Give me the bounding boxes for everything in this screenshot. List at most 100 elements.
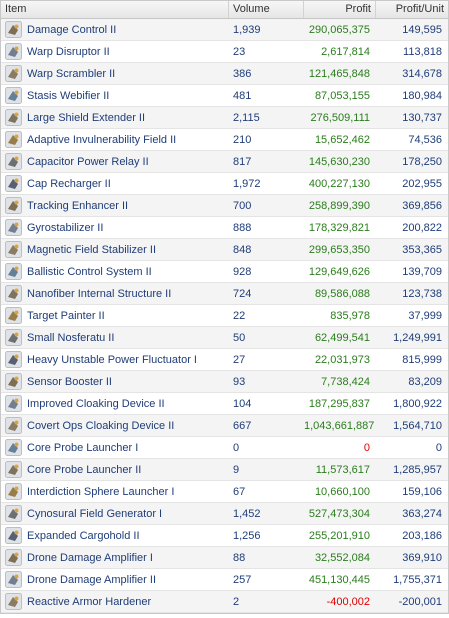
table-row[interactable]: Drone Damage Amplifier II 257 451,130,445 1… [1,569,448,591]
item-name-link[interactable]: Nanofiber Internal Structure II [27,287,172,300]
item-cell: Tracking Enhancer II [1,197,229,214]
volume-cell: 2 [233,595,240,608]
table-row[interactable]: Stasis Webifier II 481 87,053,155 180,984 [1,85,448,107]
item-name-link[interactable]: Gyrostabilizer II [27,221,104,234]
table-row[interactable]: Small Nosferatu II 50 62,499,541 1,249,991 [1,327,448,349]
table-row[interactable]: Tracking Enhancer II 700 258,899,390 369,85… [1,195,448,217]
item-name-link[interactable]: Damage Control II [27,23,117,36]
table-row[interactable]: Core Probe Launcher I 0 0 0 [1,437,448,459]
column-header-profit[interactable]: Profit [304,1,376,18]
table-row[interactable]: Ballistic Control System II 928 129,649,62… [1,261,448,283]
item-name-link[interactable]: Ballistic Control System II [27,265,152,278]
item-cell: Capacitor Power Relay II [1,153,229,170]
item-name-link[interactable]: Magnetic Field Stabilizer II [27,243,156,256]
profit-unit-cell: 83,209 [408,375,442,388]
profit-unit-cell: 203,186 [402,529,442,542]
table-row[interactable]: Drone Damage Amplifier I 88 32,552,084 369,… [1,547,448,569]
item-name-link[interactable]: Warp Disruptor II [27,45,110,58]
armor-hardener-icon [5,593,22,610]
table-row[interactable]: Large Shield Extender II 2,115 276,509,111… [1,107,448,129]
profit-unit-cell: 113,818 [403,45,442,58]
column-header-item[interactable]: Item [1,1,229,18]
profit-unit-cell: 363,274 [402,507,442,520]
table-row[interactable]: Warp Disruptor II 23 2,617,814 113,818 [1,41,448,63]
table-row[interactable]: Capacitor Power Relay II 817 145,630,230 17… [1,151,448,173]
ballistic-control-icon [5,263,22,280]
power-relay-icon [5,153,22,170]
table-row[interactable]: Target Painter II 22 835,978 37,999 [1,305,448,327]
gyrostabilizer-icon [5,219,22,236]
profit-unit-cell: 1,249,991 [393,331,442,344]
table-row[interactable]: Adaptive Invulnerability Field II 210 15,6… [1,129,448,151]
item-name-link[interactable]: Improved Cloaking Device II [27,397,165,410]
table-row[interactable]: Gyrostabilizer II 888 178,329,821 200,822 [1,217,448,239]
volume-cell: 50 [233,331,246,344]
profit-unit-cell: 1,755,371 [393,573,442,586]
item-name-link[interactable]: Expanded Cargohold II [27,529,140,542]
table-row[interactable]: Damage Control II 1,939 290,065,375 149,595 [1,19,448,41]
table-row[interactable]: Sensor Booster II 93 7,738,424 83,209 [1,371,448,393]
profit-unit-cell: 314,678 [402,67,442,80]
covert-cloak-icon [5,417,22,434]
table-row[interactable]: Cynosural Field Generator I 1,452 527,473,… [1,503,448,525]
cloaking-device-icon [5,395,22,412]
volume-cell: 104 [233,397,252,410]
table-row[interactable]: Interdiction Sphere Launcher I 67 10,660,1… [1,481,448,503]
item-name-link[interactable]: Small Nosferatu II [27,331,115,344]
item-cell: Target Painter II [1,307,229,324]
volume-cell: 1,452 [233,507,261,520]
table-row[interactable]: Covert Ops Cloaking Device II 667 1,043,66… [1,415,448,437]
table-row[interactable]: Expanded Cargohold II 1,256 255,201,910 203… [1,525,448,547]
item-name-link[interactable]: Cap Recharger II [27,177,111,190]
item-name-link[interactable]: Drone Damage Amplifier II [27,573,156,586]
item-name-link[interactable]: Stasis Webifier II [27,89,110,102]
table-row[interactable]: Reactive Armor Hardener 2 -400,002 -200,001 [1,591,448,613]
profit-unit-cell: 123,738 [402,287,442,300]
item-name-link[interactable]: Sensor Booster II [27,375,112,388]
profit-cell: 258,899,390 [308,199,370,212]
table-row[interactable]: Heavy Unstable Power Fluctuator I 27 22,03… [1,349,448,371]
item-name-link[interactable]: Reactive Armor Hardener [27,595,152,608]
table-row[interactable]: Warp Scrambler II 386 121,465,848 314,678 [1,63,448,85]
profit-unit-cell: 353,365 [402,243,442,256]
item-name-link[interactable]: Target Painter II [27,309,105,322]
item-name-link[interactable]: Warp Scrambler II [27,67,116,80]
profit-unit-cell: 37,999 [408,309,442,322]
item-cell: Expanded Cargohold II [1,527,229,544]
table-row[interactable]: Magnetic Field Stabilizer II 848 299,653,3… [1,239,448,261]
item-name-link[interactable]: Covert Ops Cloaking Device II [27,419,175,432]
item-name-link[interactable]: Heavy Unstable Power Fluctuator I [27,353,197,366]
volume-cell: 386 [233,67,252,80]
table-row[interactable]: Core Probe Launcher II 9 11,573,617 1,285,9… [1,459,448,481]
table-row[interactable]: Improved Cloaking Device II 104 187,295,83… [1,393,448,415]
item-cell: Core Probe Launcher I [1,439,229,456]
column-header-volume[interactable]: Volume [229,1,304,18]
profit-unit-cell: 369,910 [402,551,442,564]
item-name-link[interactable]: Core Probe Launcher II [27,463,142,476]
item-cell: Drone Damage Amplifier I [1,549,229,566]
column-header-profit-unit[interactable]: Profit/Unit [395,3,444,15]
item-cell: Heavy Unstable Power Fluctuator I [1,351,229,368]
table-row[interactable]: Cap Recharger II 1,972 400,227,130 202,955 [1,173,448,195]
item-name-link[interactable]: Interdiction Sphere Launcher I [27,485,175,498]
item-cell: Interdiction Sphere Launcher I [1,483,229,500]
cap-recharger-icon [5,175,22,192]
item-name-link[interactable]: Core Probe Launcher I [27,441,139,454]
volume-cell: 210 [233,133,252,146]
drone-amplifier-icon [5,571,22,588]
cyno-generator-icon [5,505,22,522]
item-cell: Damage Control II [1,21,229,38]
item-name-link[interactable]: Capacitor Power Relay II [27,155,149,168]
item-cell: Sensor Booster II [1,373,229,390]
warp-disruptor-icon [5,43,22,60]
item-name-link[interactable]: Cynosural Field Generator I [27,507,163,520]
table-row[interactable]: Nanofiber Internal Structure II 724 89,586… [1,283,448,305]
profit-unit-cell: 369,856 [402,199,442,212]
profit-unit-cell: 139,709 [402,265,442,278]
item-cell: Stasis Webifier II [1,87,229,104]
item-cell: Improved Cloaking Device II [1,395,229,412]
item-name-link[interactable]: Tracking Enhancer II [27,199,129,212]
item-name-link[interactable]: Drone Damage Amplifier I [27,551,153,564]
item-name-link[interactable]: Adaptive Invulnerability Field II [27,133,177,146]
item-name-link[interactable]: Large Shield Extender II [27,111,146,124]
